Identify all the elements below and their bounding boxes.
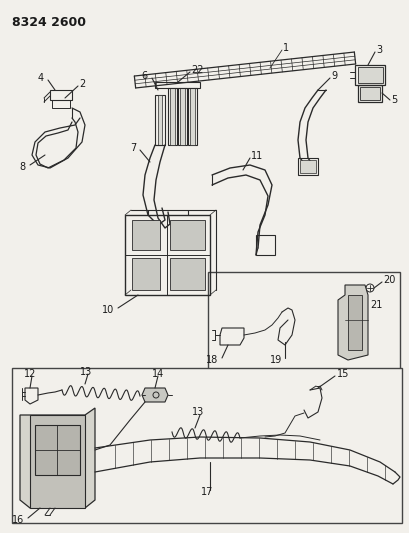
Bar	[12, 368, 401, 523]
Polygon shape	[357, 67, 382, 83]
Polygon shape	[299, 160, 315, 173]
Text: 8: 8	[20, 162, 26, 172]
Text: 12: 12	[24, 369, 36, 379]
Polygon shape	[347, 295, 361, 350]
Text: 10: 10	[101, 305, 114, 315]
Text: 14: 14	[151, 369, 164, 379]
Text: 20: 20	[382, 275, 394, 285]
Text: 9: 9	[330, 71, 336, 81]
Text: 18: 18	[205, 355, 218, 365]
Text: 22: 22	[191, 65, 203, 75]
Polygon shape	[170, 258, 204, 290]
Text: 1: 1	[282, 43, 288, 53]
Text: 15: 15	[336, 369, 348, 379]
Text: 19: 19	[269, 355, 281, 365]
Text: 6: 6	[142, 71, 148, 81]
Text: 2: 2	[79, 79, 85, 89]
Text: 3: 3	[375, 45, 381, 55]
Text: 7: 7	[129, 143, 136, 153]
Polygon shape	[359, 87, 379, 100]
Text: 13: 13	[80, 367, 92, 377]
Polygon shape	[30, 415, 85, 508]
Polygon shape	[189, 88, 195, 145]
Polygon shape	[20, 408, 95, 508]
Polygon shape	[157, 95, 162, 145]
Polygon shape	[337, 285, 367, 360]
Bar	[207, 272, 399, 382]
Text: 17: 17	[200, 487, 213, 497]
Text: 8324 2600: 8324 2600	[12, 15, 86, 28]
Text: 4: 4	[38, 73, 44, 83]
Text: 5: 5	[390, 95, 396, 105]
Polygon shape	[132, 258, 160, 290]
Polygon shape	[132, 220, 160, 250]
Text: 11: 11	[250, 151, 263, 161]
Polygon shape	[170, 220, 204, 250]
Polygon shape	[142, 388, 168, 402]
Polygon shape	[170, 88, 175, 145]
Text: 21: 21	[369, 300, 382, 310]
Text: 13: 13	[191, 407, 204, 417]
Text: 16: 16	[12, 515, 24, 525]
Polygon shape	[180, 88, 184, 145]
Polygon shape	[35, 425, 80, 475]
